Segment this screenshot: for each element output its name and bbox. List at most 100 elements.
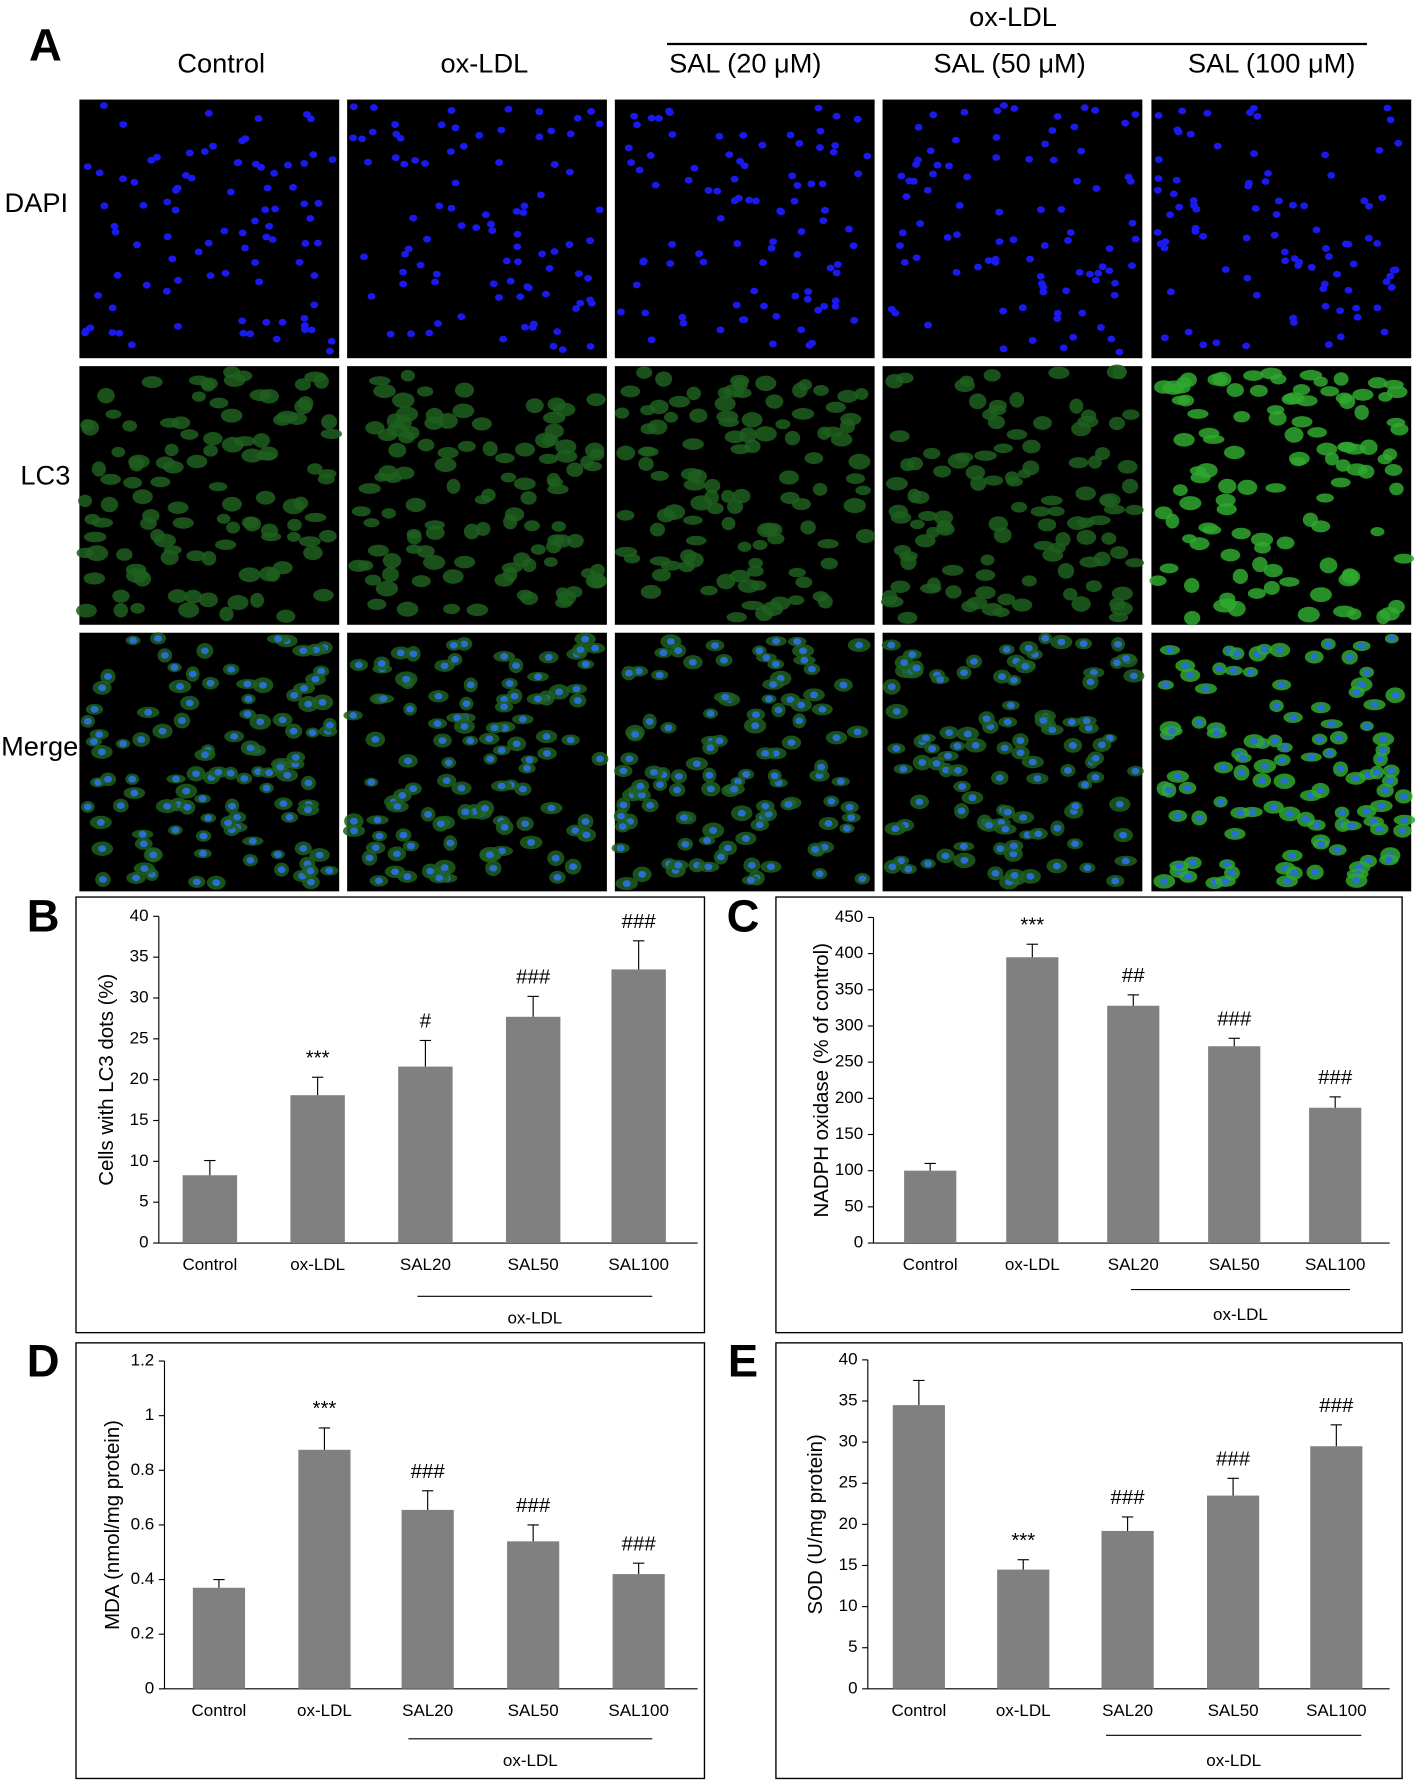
cell (481, 488, 496, 502)
nucleus (1362, 668, 1371, 676)
nucleus (1260, 645, 1269, 653)
nucleus (300, 159, 309, 167)
nucleus (457, 222, 466, 230)
nucleus (310, 272, 319, 279)
nucleus (254, 115, 263, 122)
nucleus (751, 722, 760, 730)
nucleus (793, 638, 802, 646)
cell (201, 550, 217, 566)
cell (406, 530, 422, 545)
cell (941, 564, 964, 576)
nucleus (771, 660, 780, 668)
nucleus (1131, 767, 1140, 775)
nucleus (1181, 662, 1190, 670)
nucleus (618, 823, 627, 830)
cell (411, 575, 431, 588)
nucleus (158, 727, 167, 735)
nucleus (391, 154, 400, 162)
nucleus (616, 308, 625, 316)
nucleus (703, 837, 711, 844)
nucleus (1336, 333, 1345, 341)
nucleus (404, 245, 413, 253)
cells (616, 104, 872, 349)
nucleus (619, 767, 628, 775)
cell (1307, 427, 1328, 438)
nucleus (1317, 840, 1326, 848)
nucleus (462, 700, 471, 708)
cell (854, 388, 869, 400)
nucleus (1083, 864, 1092, 872)
nucleus (1067, 718, 1076, 726)
cell (255, 490, 276, 505)
cell (636, 366, 653, 379)
nucleus (83, 717, 92, 725)
nucleus (308, 729, 317, 736)
cell (898, 551, 918, 562)
nucleus (651, 181, 660, 189)
x-tick-label: ox-LDL (1005, 1255, 1060, 1274)
nucleus (1387, 767, 1396, 775)
cell (761, 601, 784, 617)
nucleus (1376, 755, 1385, 763)
nucleus (971, 742, 980, 749)
cell (198, 592, 219, 608)
cells (614, 366, 876, 623)
nucleus (485, 735, 494, 743)
nucleus (679, 814, 688, 822)
nucleus (1336, 307, 1345, 315)
nucleus (1153, 186, 1162, 194)
nucleus (1049, 156, 1058, 164)
cell (1117, 459, 1138, 474)
nucleus (960, 108, 969, 116)
nucleus (550, 248, 559, 255)
cell (1171, 395, 1190, 406)
nucleus (968, 794, 977, 802)
nucleus (595, 755, 604, 763)
cell (1207, 373, 1228, 386)
nucleus (1018, 304, 1027, 312)
nucleus (1096, 324, 1105, 331)
nucleus (500, 703, 509, 711)
nucleus (358, 135, 366, 143)
cell (424, 520, 445, 530)
cell (933, 465, 952, 478)
cell (968, 393, 987, 410)
nucleus (679, 319, 688, 327)
y-tick-label: 150 (835, 1124, 863, 1143)
nucleus (928, 745, 937, 753)
nucleus (818, 705, 827, 713)
nucleus (224, 819, 232, 827)
cell (664, 411, 679, 423)
nucleus (1333, 270, 1341, 278)
nucleus (1063, 767, 1072, 774)
error-bar (419, 1039, 432, 1067)
cell (425, 407, 444, 424)
nucleus (1115, 800, 1124, 808)
nucleus (945, 162, 953, 170)
nucleus (646, 152, 655, 159)
cell (215, 539, 237, 551)
error-bar (527, 995, 539, 1017)
cell (791, 498, 811, 511)
nucleus (1131, 235, 1140, 243)
nucleus (547, 127, 556, 135)
nucleus (1351, 774, 1360, 782)
nucleus (863, 152, 872, 160)
nucleus (1272, 702, 1281, 710)
cell (320, 428, 343, 439)
cell (880, 596, 904, 608)
cell (523, 520, 540, 532)
cell (918, 510, 938, 521)
chart-frame (775, 896, 1403, 1334)
y-axis-label: Cells with LC3 dots (%) (96, 974, 118, 1186)
nucleus (271, 205, 280, 213)
nucleus (581, 635, 590, 643)
nucleus (1153, 229, 1162, 236)
cell (1149, 575, 1167, 586)
nucleus (406, 705, 415, 713)
cell (525, 398, 544, 414)
cell (249, 389, 272, 402)
nucleus (888, 863, 897, 871)
cell (975, 586, 996, 600)
nucleus (461, 808, 470, 816)
